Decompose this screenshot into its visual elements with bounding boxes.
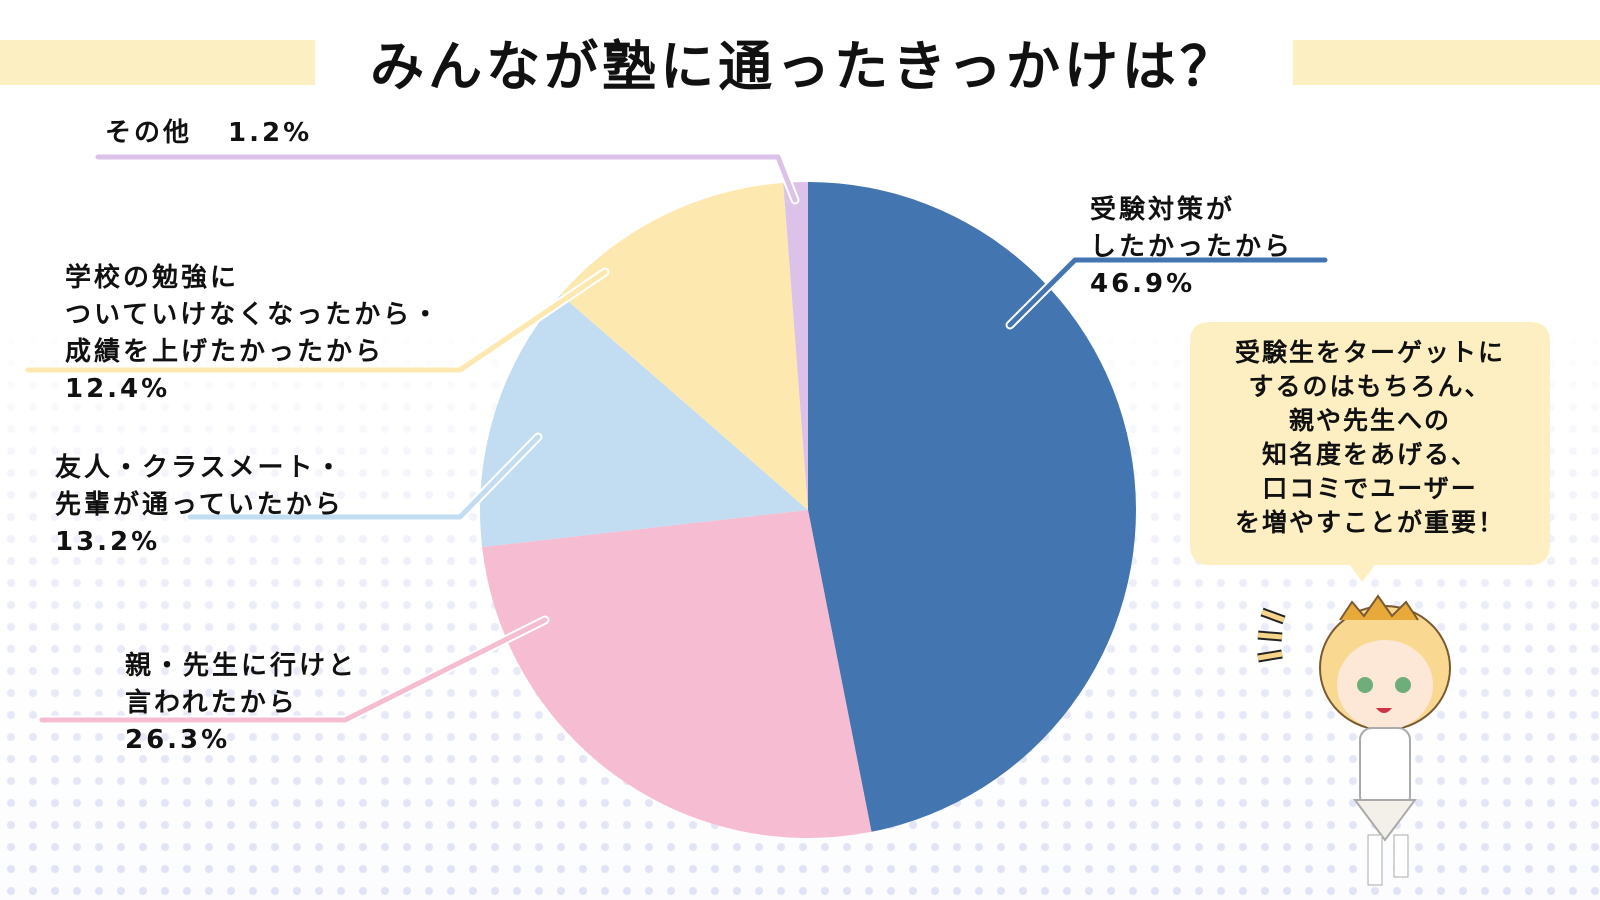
value-label: 46.9% <box>1090 269 1196 299</box>
leader-lines <box>23 152 1330 725</box>
title-bar-left <box>0 40 315 85</box>
character <box>1257 594 1451 886</box>
value-label: 12.4% <box>65 374 171 404</box>
value-label: 1.2% <box>228 118 313 148</box>
leader-line <box>25 269 608 373</box>
category-label: 親・先生に行けと 言われたから <box>125 651 358 718</box>
slice-label: その他 1.2% <box>105 115 312 152</box>
category-label: 友人・クラスメート・ 先輩が通っていたから <box>55 453 345 520</box>
speech-bubble <box>1190 322 1550 582</box>
slice-label: 親・先生に行けと 言われたから 26.3% <box>125 648 357 759</box>
leader-line <box>39 617 548 723</box>
leader-line <box>95 154 798 203</box>
leader-line <box>1007 257 1328 328</box>
leader-line <box>187 434 541 520</box>
annotation: 受験生をターゲットに するのはもちろん、 親や先生への 知名度をあげる、 口コミ… <box>1234 338 1505 537</box>
leader-line <box>93 152 800 205</box>
pie-slice <box>482 510 872 838</box>
title-bar-right <box>1293 40 1600 85</box>
pie-slice <box>808 182 1136 832</box>
category-label: 受験対策が したかったから <box>1090 195 1294 262</box>
slice-label: 友人・クラスメート・ 先輩が通っていたから 13.2% <box>55 450 344 561</box>
slice-label: 学校の勉強に ついていけなくなったから・ 成績を上げたかったから 12.4% <box>65 260 441 408</box>
pie <box>480 182 1136 838</box>
chart-title: みんなが塾に通ったきっかけは？ <box>370 35 1238 98</box>
value-label: 26.3% <box>125 725 231 755</box>
slice-label: 受験対策が したかったから 46.9% <box>1090 192 1293 303</box>
category-label: その他 <box>105 118 193 148</box>
pie-slice <box>560 182 808 510</box>
value-label: 13.2% <box>55 527 161 557</box>
category-label: 学校の勉強に ついていけなくなったから・ 成績を上げたかったから <box>65 263 442 367</box>
pie-slice <box>480 294 808 548</box>
pie-slice <box>783 182 808 510</box>
